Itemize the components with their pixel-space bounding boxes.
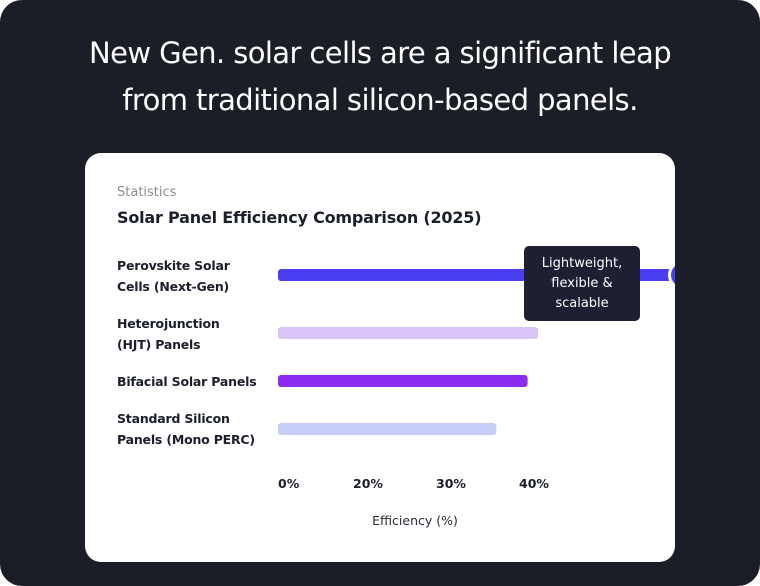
category-label-hjt: Heterojunction (HJT) Panels: [117, 313, 277, 355]
headline-line-2: from traditional silicon-based panels.: [122, 83, 638, 117]
category-label-standard: Standard Silicon Panels (Mono PERC): [117, 408, 277, 450]
x-axis-label: Efficiency (%): [372, 513, 458, 528]
highlight-marker[interactable]: [671, 263, 675, 287]
category-label-line: (HJT) Panels: [117, 337, 201, 352]
category-label-line: Panels (Mono PERC): [117, 432, 255, 447]
category-label-bifacial: Bifacial Solar Panels: [117, 371, 277, 392]
x-tick-label: 30%: [436, 476, 466, 491]
bar-1: [278, 327, 538, 339]
x-tick-label: 0%: [278, 476, 300, 491]
annotation-tooltip: Lightweight, flexible & scalable: [524, 246, 640, 321]
category-label-line: Cells (Next-Gen): [117, 279, 230, 294]
x-tick-label: 20%: [353, 476, 383, 491]
category-label-line: Heterojunction: [117, 316, 220, 331]
bar-2: [278, 375, 528, 387]
tooltip-line: Lightweight,: [541, 256, 623, 271]
chart-card: Statistics Solar Panel Efficiency Compar…: [85, 153, 675, 562]
tooltip-line: scalable: [555, 296, 609, 311]
chart-title: Solar Panel Efficiency Comparison (2025): [117, 208, 482, 227]
headline-line-1: New Gen. solar cells are a significant l…: [89, 36, 672, 70]
category-label-line: Bifacial Solar Panels: [117, 374, 257, 389]
bar-plot: [278, 262, 675, 435]
category-label-line: Perovskite Solar: [117, 258, 230, 273]
category-label-perovskite: Perovskite Solar Cells (Next-Gen): [117, 255, 277, 297]
category-label-line: Standard Silicon: [117, 411, 230, 426]
tooltip-line: flexible &: [551, 276, 613, 291]
headline: New Gen. solar cells are a significant l…: [0, 30, 760, 124]
bar-3: [278, 423, 497, 435]
card-eyebrow: Statistics: [117, 185, 177, 200]
x-tick-label: 40%: [519, 476, 549, 491]
